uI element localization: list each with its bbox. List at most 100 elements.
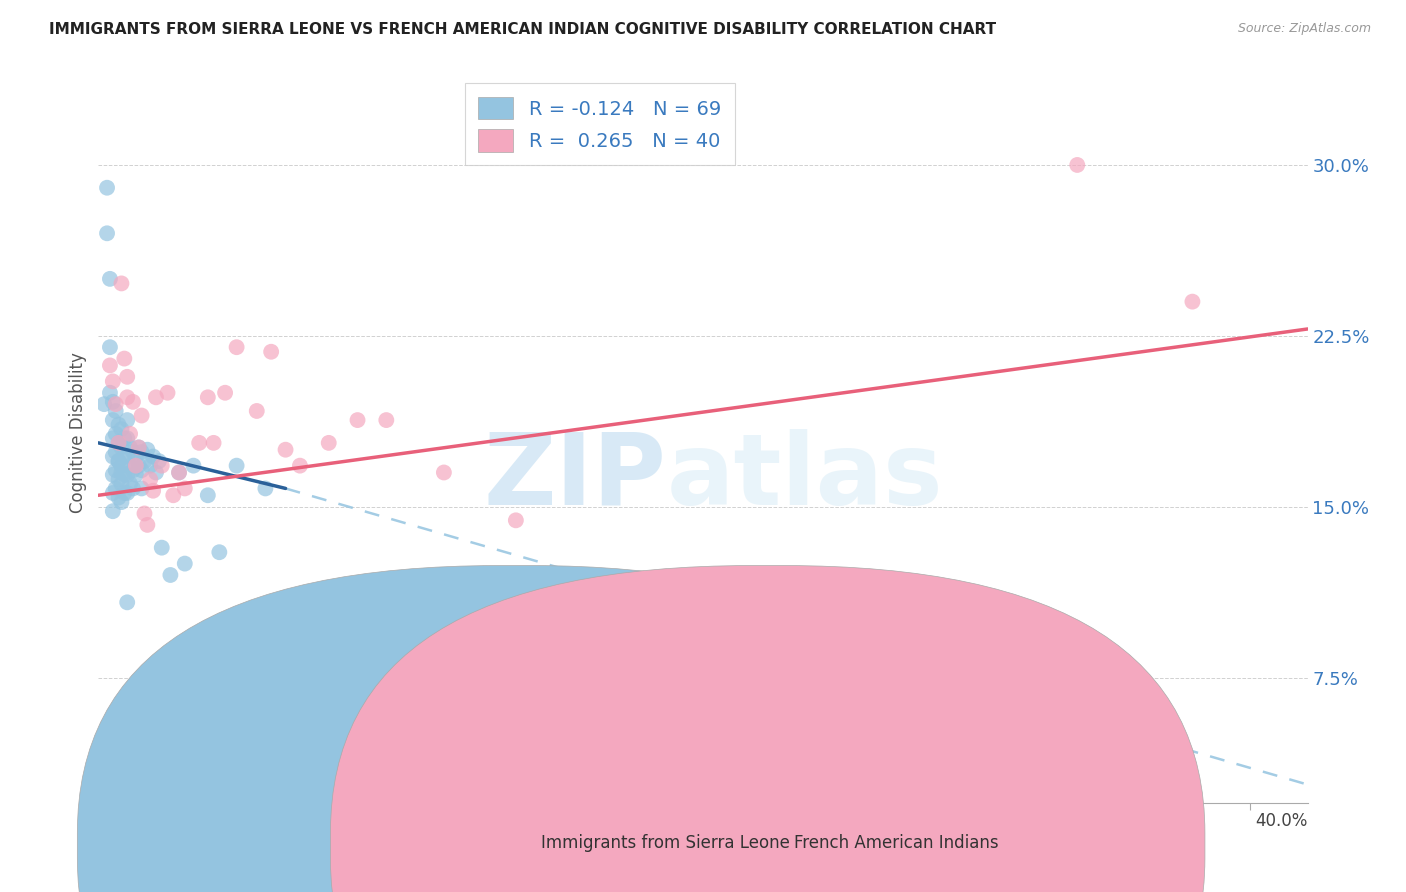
Point bbox=[131, 463, 153, 477]
Point bbox=[107, 435, 129, 450]
Point bbox=[112, 351, 135, 366]
Point bbox=[115, 431, 138, 445]
Point bbox=[110, 441, 132, 455]
Point bbox=[115, 486, 138, 500]
Text: IMMIGRANTS FROM SIERRA LEONE VS FRENCH AMERICAN INDIAN COGNITIVE DISABILITY CORR: IMMIGRANTS FROM SIERRA LEONE VS FRENCH A… bbox=[49, 22, 997, 37]
Point bbox=[208, 545, 231, 559]
Point bbox=[98, 359, 121, 373]
Point bbox=[156, 385, 179, 400]
Text: Source: ZipAtlas.com: Source: ZipAtlas.com bbox=[1237, 22, 1371, 36]
Point bbox=[112, 450, 135, 464]
Point bbox=[110, 476, 132, 491]
Point bbox=[139, 458, 162, 473]
Text: ZIP: ZIP bbox=[484, 428, 666, 525]
Point bbox=[136, 442, 159, 457]
Point bbox=[1181, 294, 1204, 309]
Point bbox=[112, 467, 135, 482]
Point bbox=[254, 482, 277, 496]
Point bbox=[433, 466, 456, 480]
Point bbox=[120, 476, 142, 491]
Point bbox=[173, 482, 195, 496]
Point bbox=[98, 272, 121, 286]
Point bbox=[120, 426, 142, 441]
Point bbox=[112, 431, 135, 445]
Point bbox=[110, 422, 132, 436]
Point bbox=[231, 648, 253, 662]
Point bbox=[167, 466, 190, 480]
Point bbox=[115, 450, 138, 464]
Point bbox=[110, 458, 132, 473]
Point bbox=[225, 458, 247, 473]
Text: 0.0%: 0.0% bbox=[98, 812, 141, 830]
Point bbox=[101, 375, 124, 389]
Point bbox=[142, 483, 165, 498]
Point bbox=[505, 513, 527, 527]
Point bbox=[134, 507, 156, 521]
Point bbox=[96, 227, 118, 241]
Point bbox=[112, 486, 135, 500]
Point bbox=[115, 413, 138, 427]
Point bbox=[202, 435, 225, 450]
Point bbox=[120, 458, 142, 473]
Point bbox=[122, 445, 145, 459]
Point bbox=[107, 454, 129, 468]
Point bbox=[159, 568, 181, 582]
Point bbox=[148, 454, 170, 468]
Point bbox=[107, 454, 129, 468]
Point bbox=[101, 467, 124, 482]
Point bbox=[93, 397, 115, 411]
Point bbox=[145, 466, 167, 480]
Point bbox=[134, 454, 156, 468]
Point bbox=[107, 472, 129, 486]
Point bbox=[98, 385, 121, 400]
Point bbox=[188, 435, 211, 450]
Point bbox=[167, 466, 190, 480]
Point bbox=[122, 463, 145, 477]
Point bbox=[150, 541, 173, 555]
Point bbox=[197, 390, 219, 404]
Text: French American Indians: French American Indians bbox=[794, 834, 1000, 852]
Y-axis label: Cognitive Disability: Cognitive Disability bbox=[69, 352, 87, 513]
Point bbox=[115, 369, 138, 384]
Point bbox=[107, 491, 129, 505]
Point bbox=[107, 435, 129, 450]
Point bbox=[110, 495, 132, 509]
Point bbox=[104, 426, 127, 441]
Point bbox=[246, 404, 269, 418]
Point bbox=[122, 395, 145, 409]
Point bbox=[101, 395, 124, 409]
Point bbox=[104, 482, 127, 496]
Point bbox=[274, 442, 297, 457]
Point bbox=[122, 482, 145, 496]
Point bbox=[115, 595, 138, 609]
Point bbox=[110, 466, 132, 480]
Point bbox=[101, 504, 124, 518]
Point bbox=[274, 591, 297, 605]
Point bbox=[150, 458, 173, 473]
Point bbox=[101, 431, 124, 445]
Point bbox=[104, 397, 127, 411]
Point bbox=[131, 409, 153, 423]
Text: 40.0%: 40.0% bbox=[1256, 812, 1308, 830]
Point bbox=[120, 441, 142, 455]
Point bbox=[162, 488, 184, 502]
Point bbox=[128, 441, 150, 455]
Point bbox=[128, 441, 150, 455]
Point bbox=[101, 413, 124, 427]
Point bbox=[375, 413, 398, 427]
Point bbox=[197, 488, 219, 502]
Point bbox=[96, 180, 118, 194]
Point bbox=[104, 404, 127, 418]
Point bbox=[110, 277, 132, 291]
Point bbox=[104, 445, 127, 459]
Point bbox=[107, 417, 129, 432]
Point bbox=[225, 340, 247, 354]
Point bbox=[131, 482, 153, 496]
Point bbox=[115, 390, 138, 404]
Point bbox=[98, 340, 121, 354]
Point bbox=[125, 467, 148, 482]
Point bbox=[125, 450, 148, 464]
Point bbox=[260, 344, 283, 359]
Text: atlas: atlas bbox=[666, 428, 943, 525]
Text: Immigrants from Sierra Leone: Immigrants from Sierra Leone bbox=[541, 834, 790, 852]
